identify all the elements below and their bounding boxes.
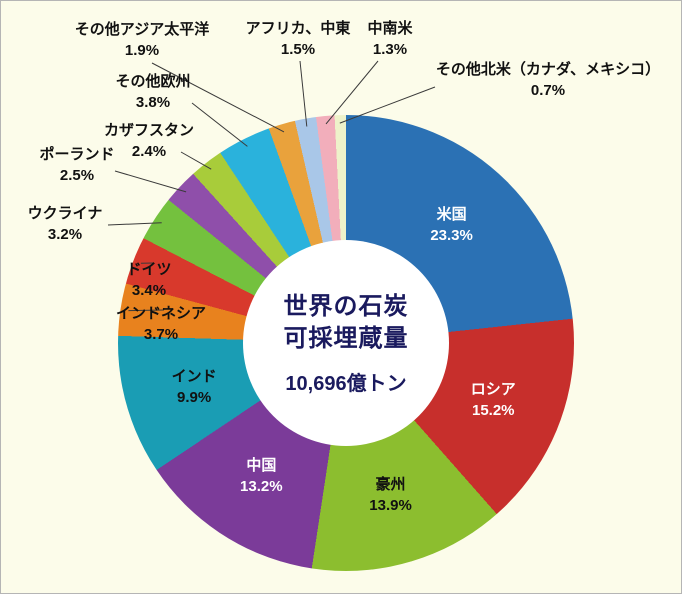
slice-percent: 3.2% xyxy=(47,226,83,243)
slice-percent: 13.2% xyxy=(240,478,283,496)
slice-label-3: 中国 13.2% xyxy=(240,455,283,497)
slice-label-7: ウクライナ 3.2% xyxy=(28,203,103,245)
slice-label-2: 豪州 13.9% xyxy=(369,474,412,516)
slice-percent: 0.7% xyxy=(530,82,566,99)
slice-label-8: ポーランド 2.5% xyxy=(39,144,114,186)
slice-label-4: インド 9.9% xyxy=(172,366,217,408)
slice-name: ウクライナ xyxy=(27,205,103,222)
slice-percent: 2.4% xyxy=(131,143,167,160)
slice-percent: 3.8% xyxy=(135,94,171,111)
slice-label-6: ドイツ 3.4% xyxy=(126,259,171,301)
slice-label-9: カザフスタン 2.4% xyxy=(104,120,194,162)
slice-percent: 3.7% xyxy=(143,326,179,343)
slice-name: インド xyxy=(171,367,217,385)
slice-name: 米国 xyxy=(436,206,467,224)
center-title-line1: 世界の石炭 xyxy=(283,292,409,320)
leader-line-8 xyxy=(114,170,187,193)
leader-line-10 xyxy=(191,102,248,147)
slice-name: 中南米 xyxy=(367,20,413,37)
slice-percent: 15.2% xyxy=(471,402,515,420)
slice-label-5: インドネシア 3.7% xyxy=(116,303,206,345)
slice-label-12: アフリカ、中東 1.5% xyxy=(246,18,351,60)
slice-name: その他アジア太平洋 xyxy=(74,21,210,38)
slice-name: ポーランド xyxy=(39,146,115,163)
slice-percent: 13.9% xyxy=(369,496,412,514)
slice-name: ロシア xyxy=(470,381,516,399)
slice-name: ドイツ xyxy=(126,261,172,278)
slice-name: 中国 xyxy=(246,457,277,475)
slice-label-13: 中南米 1.3% xyxy=(367,18,412,60)
slice-percent: 1.5% xyxy=(280,41,316,58)
slice-name: インドネシア xyxy=(115,305,207,322)
slice-name: アフリカ、中東 xyxy=(245,20,351,37)
slice-label-0: 米国 23.3% xyxy=(430,204,473,246)
slice-percent: 9.9% xyxy=(177,388,212,406)
slice-name: カザフスタン xyxy=(103,122,195,139)
slice-label-1: ロシア 15.2% xyxy=(471,379,516,421)
center-total-value: 10,696億トン xyxy=(285,372,407,395)
slice-percent: 2.5% xyxy=(59,167,95,184)
slice-label-11: その他アジア太平洋 1.9% xyxy=(75,19,209,61)
donut-center: 世界の石炭 可採埋蔵量 10,696億トン xyxy=(243,240,449,446)
slice-percent: 3.4% xyxy=(131,282,167,299)
slice-name: その他欧州 xyxy=(115,73,191,90)
center-title-line2: 可採埋蔵量 xyxy=(283,324,409,352)
leader-line-12 xyxy=(299,60,308,127)
slice-percent: 1.9% xyxy=(124,42,160,59)
slice-percent: 1.3% xyxy=(372,41,408,58)
slice-name: 豪州 xyxy=(375,475,406,493)
slice-label-10: その他欧州 3.8% xyxy=(115,71,190,113)
slice-percent: 23.3% xyxy=(430,227,473,245)
slice-label-14: その他北米（カナダ、メキシコ） 0.7% xyxy=(436,59,660,101)
slice-name: その他北米（カナダ、メキシコ） xyxy=(435,61,661,78)
